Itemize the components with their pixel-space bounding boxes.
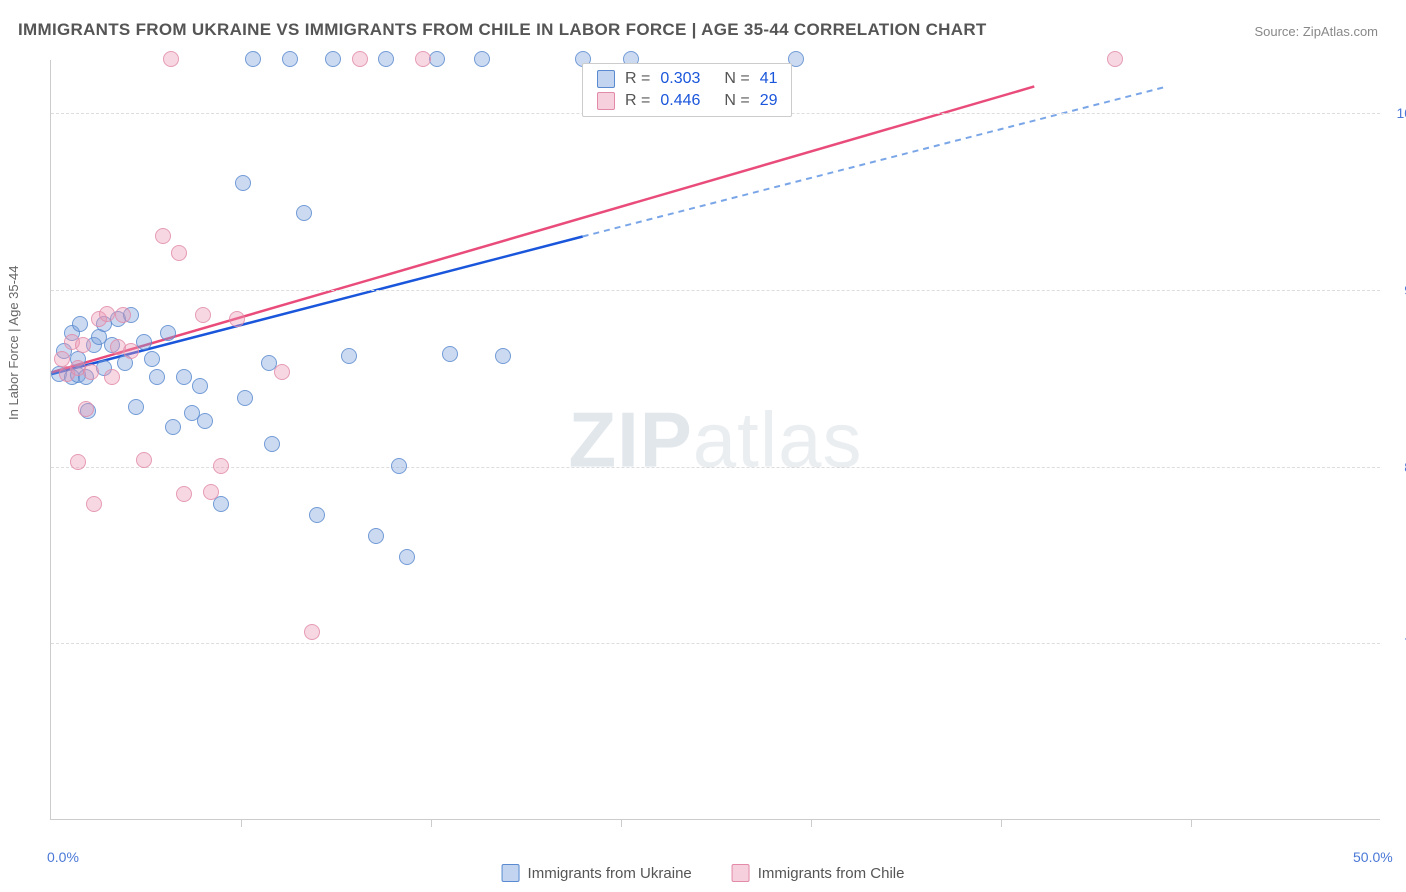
x-tick-label: 50.0%	[1353, 849, 1393, 865]
legend-stats-row: R = 0.446 N = 29	[583, 90, 791, 112]
scatter-point	[70, 454, 86, 470]
legend-swatch	[597, 70, 615, 88]
legend-stats-box: R = 0.303 N = 41 R = 0.446 N = 29	[582, 63, 792, 117]
scatter-point	[264, 436, 280, 452]
scatter-point	[197, 413, 213, 429]
scatter-point	[399, 549, 415, 565]
scatter-point	[165, 419, 181, 435]
y-tick-label: 100.0%	[1397, 105, 1406, 121]
legend-n-value: 41	[760, 70, 778, 88]
x-tick-mark	[621, 819, 622, 827]
scatter-point	[309, 507, 325, 523]
scatter-point	[245, 51, 261, 67]
y-axis-label: In Labor Force | Age 35-44	[6, 266, 21, 420]
legend-swatch	[597, 92, 615, 110]
scatter-point	[149, 369, 165, 385]
scatter-point	[296, 205, 312, 221]
scatter-point	[341, 348, 357, 364]
scatter-point	[213, 458, 229, 474]
gridline-h	[51, 467, 1380, 468]
legend-r-value: 0.446	[660, 92, 714, 110]
scatter-point	[136, 452, 152, 468]
legend-series: Immigrants from Ukraine Immigrants from C…	[502, 864, 905, 882]
scatter-point	[282, 51, 298, 67]
gridline-h	[51, 643, 1380, 644]
scatter-point	[144, 351, 160, 367]
legend-n-label: N =	[724, 92, 749, 110]
scatter-point	[115, 307, 131, 323]
scatter-point	[378, 51, 394, 67]
scatter-point	[136, 334, 152, 350]
scatter-point	[83, 364, 99, 380]
scatter-point	[325, 51, 341, 67]
scatter-point	[192, 378, 208, 394]
scatter-point	[352, 51, 368, 67]
scatter-point	[391, 458, 407, 474]
x-tick-mark	[811, 819, 812, 827]
scatter-point	[104, 369, 120, 385]
scatter-point	[163, 51, 179, 67]
scatter-point	[368, 528, 384, 544]
scatter-point	[123, 343, 139, 359]
scatter-point	[213, 496, 229, 512]
legend-n-label: N =	[724, 70, 749, 88]
scatter-point	[128, 399, 144, 415]
scatter-point	[415, 51, 431, 67]
x-tick-mark	[431, 819, 432, 827]
trend-lines-svg	[51, 60, 1380, 819]
gridline-h	[51, 290, 1380, 291]
legend-stats-row: R = 0.303 N = 41	[583, 68, 791, 90]
scatter-point	[474, 51, 490, 67]
watermark-light: atlas	[693, 395, 863, 483]
chart-plot-area: ZIPatlas 70.0%80.0%90.0%100.0%0.0%50.0%	[50, 60, 1380, 820]
legend-swatch	[732, 864, 750, 882]
scatter-point	[203, 484, 219, 500]
x-tick-mark	[1001, 819, 1002, 827]
scatter-point	[442, 346, 458, 362]
scatter-point	[495, 348, 511, 364]
chart-title: IMMIGRANTS FROM UKRAINE VS IMMIGRANTS FR…	[18, 20, 987, 40]
legend-series-item: Immigrants from Ukraine	[502, 864, 692, 882]
scatter-point	[72, 316, 88, 332]
legend-swatch	[502, 864, 520, 882]
scatter-point	[75, 337, 91, 353]
scatter-point	[86, 496, 102, 512]
legend-series-label: Immigrants from Ukraine	[528, 865, 692, 882]
x-tick-mark	[1191, 819, 1192, 827]
scatter-point	[176, 486, 192, 502]
watermark-bold: ZIP	[568, 395, 692, 483]
scatter-point	[160, 325, 176, 341]
scatter-point	[78, 401, 94, 417]
legend-r-label: R =	[625, 70, 650, 88]
legend-r-value: 0.303	[660, 70, 714, 88]
scatter-point	[171, 245, 187, 261]
legend-series-item: Immigrants from Chile	[732, 864, 905, 882]
scatter-point	[274, 364, 290, 380]
scatter-point	[195, 307, 211, 323]
scatter-point	[176, 369, 192, 385]
source-label: Source: ZipAtlas.com	[1254, 24, 1378, 39]
watermark: ZIPatlas	[568, 394, 862, 485]
legend-n-value: 29	[760, 92, 778, 110]
scatter-point	[235, 175, 251, 191]
scatter-point	[304, 624, 320, 640]
scatter-point	[229, 311, 245, 327]
scatter-point	[155, 228, 171, 244]
legend-series-label: Immigrants from Chile	[758, 865, 905, 882]
x-tick-mark	[241, 819, 242, 827]
scatter-point	[237, 390, 253, 406]
scatter-point	[1107, 51, 1123, 67]
legend-r-label: R =	[625, 92, 650, 110]
x-tick-label: 0.0%	[47, 849, 79, 865]
scatter-point	[99, 306, 115, 322]
